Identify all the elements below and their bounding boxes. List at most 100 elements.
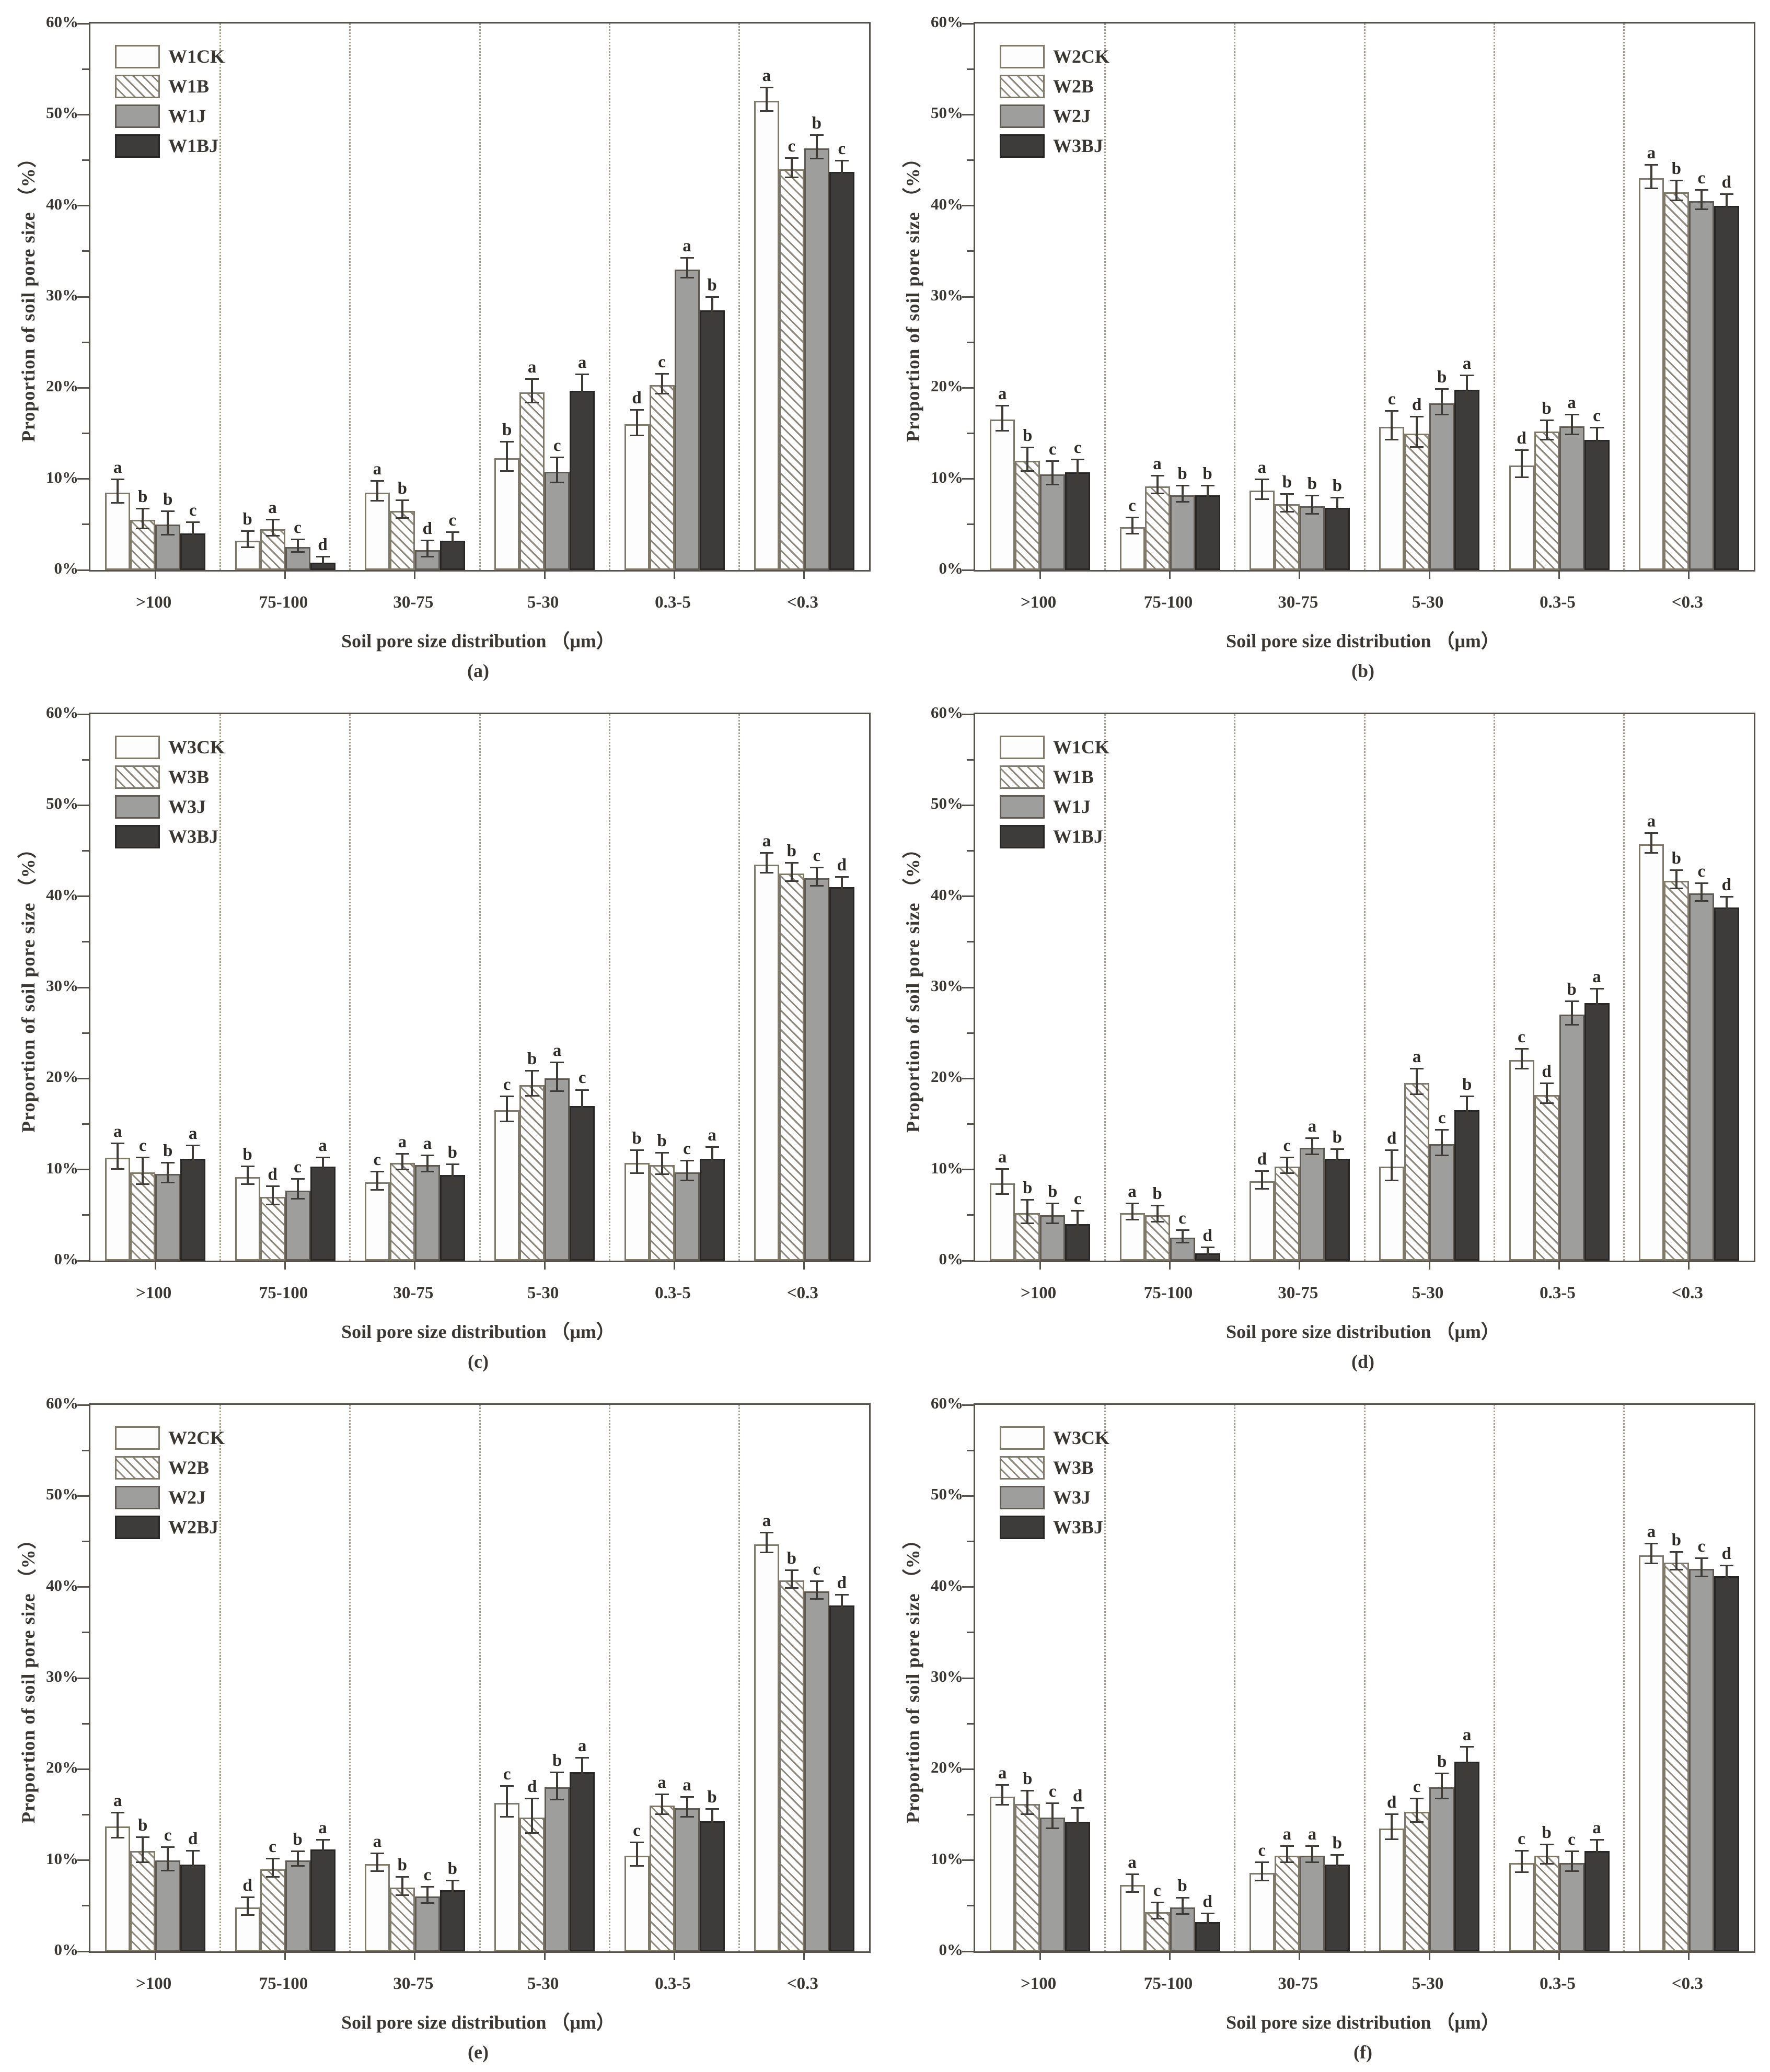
y-tick [77, 569, 89, 571]
y-tick [77, 1077, 89, 1079]
significance-letter: d [632, 389, 642, 408]
y-tick-label: 20% [931, 1067, 963, 1086]
y-tick-label: 40% [46, 194, 78, 213]
bar [310, 1849, 336, 1951]
plot-area: W2CK W2B W2J W3BJ a c a c d a b a b d b b c b b b a c c b b a c d [962, 22, 1755, 579]
significance-letter: c [1073, 1190, 1082, 1209]
significance-letter: b [707, 1787, 717, 1807]
y-tick [77, 1677, 89, 1679]
error-bar [316, 1156, 330, 1174]
y-tick-label: 10% [931, 1158, 963, 1177]
y-tick [962, 1260, 974, 1262]
x-tick [154, 1261, 156, 1270]
y-minor-tick [82, 1541, 89, 1542]
significance-letter: c [838, 139, 846, 158]
bar [105, 1158, 131, 1261]
bar [804, 878, 829, 1261]
significance-letter: c [1413, 1777, 1421, 1797]
bar [1454, 1762, 1480, 1951]
significance-letter: b [657, 1131, 667, 1150]
error-bar [1125, 1203, 1139, 1221]
legend-item: W1BJ [1000, 824, 1109, 848]
legend-swatch-white [1000, 735, 1045, 759]
error-bar [655, 1793, 669, 1815]
significance-letter: a [398, 1132, 407, 1151]
error-bar [809, 134, 824, 159]
error-bar [1644, 832, 1658, 854]
category-gridline [738, 1405, 741, 1951]
significance-letter: a [1308, 1825, 1317, 1844]
error-bar [161, 510, 175, 536]
bar [1638, 844, 1664, 1261]
error-bar [1046, 1203, 1060, 1225]
significance-letter: b [163, 490, 173, 509]
error-bar [291, 1178, 305, 1200]
x-tick [803, 1261, 805, 1270]
significance-letter: d [1517, 429, 1526, 448]
error-bar [1021, 1789, 1035, 1815]
error-bar [136, 507, 150, 529]
error-bar [1200, 485, 1214, 503]
error-bar [1590, 1838, 1604, 1860]
significance-letter: a [682, 1775, 691, 1795]
error-bar [1021, 446, 1035, 472]
y-axis-title: Proportion of soil pore size （%） [903, 1530, 923, 1823]
significance-letter: a [1647, 144, 1656, 163]
category-gridline [349, 714, 351, 1261]
legend-swatch-gray [1000, 1485, 1045, 1509]
legend-label: W3B [1053, 1457, 1094, 1478]
significance-letter: c [1153, 1881, 1161, 1901]
y-tick [962, 1077, 974, 1079]
bar [1429, 1787, 1455, 1951]
error-bar [136, 1156, 150, 1185]
x-tick-label: <0.3 [1671, 1974, 1703, 1993]
x-tick-label: 30-75 [1278, 1974, 1318, 1993]
significance-letter: c [138, 1136, 147, 1155]
significance-letter: a [552, 1041, 562, 1061]
error-bar [1305, 495, 1319, 515]
bar [155, 1174, 181, 1261]
error-bar [1540, 1843, 1554, 1865]
y-tick-label: 40% [931, 885, 963, 904]
legend-label: W3CK [1053, 1427, 1109, 1448]
significance-letter: c [578, 1068, 586, 1088]
bar [414, 1896, 440, 1951]
y-tick-label: 50% [46, 103, 78, 122]
significance-letter: a [657, 1773, 666, 1792]
error-bar [1514, 449, 1529, 478]
error-bar [1435, 388, 1449, 415]
significance-letter: c [1387, 390, 1396, 409]
bar [130, 1172, 156, 1261]
error-bar [575, 1089, 589, 1120]
x-tick-label: >100 [136, 593, 172, 612]
bar [779, 169, 804, 570]
bar [389, 510, 415, 570]
significance-letter: b [1332, 1834, 1342, 1853]
y-minor-tick [967, 1905, 974, 1907]
legend-item: W3BJ [115, 824, 225, 848]
significance-letter: c [503, 1764, 511, 1784]
legend-label: W1B [168, 76, 210, 97]
y-tick-label: 20% [46, 377, 78, 395]
bar [1379, 1828, 1405, 1951]
bar [624, 424, 650, 570]
error-bar [1410, 1068, 1424, 1095]
error-bar [1644, 1543, 1658, 1565]
significance-letter: c [164, 1825, 172, 1845]
error-bar [1150, 1204, 1164, 1223]
bar [990, 1183, 1015, 1261]
bar [180, 1865, 206, 1951]
category-gridline [349, 1405, 351, 1951]
bar [1379, 1167, 1405, 1261]
significance-letter: a [577, 1736, 587, 1755]
significance-letter: c [1697, 168, 1706, 188]
bar [1324, 508, 1350, 570]
error-bar [370, 480, 384, 502]
error-bar [500, 1785, 514, 1818]
bar [1584, 439, 1610, 570]
category-gridline [1493, 714, 1495, 1261]
y-tick-label: 10% [46, 1158, 78, 1177]
legend-label: W1BJ [1053, 826, 1104, 847]
bar [1663, 1562, 1689, 1951]
error-bar [1255, 1170, 1269, 1190]
